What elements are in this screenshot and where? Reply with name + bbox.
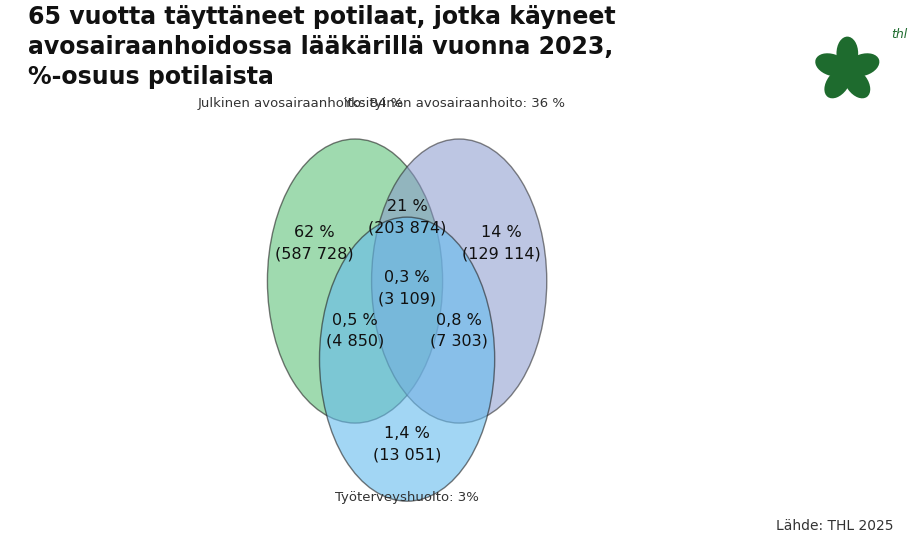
- Ellipse shape: [815, 53, 848, 76]
- Text: Julkinen avosairaanhoito: 84 %: Julkinen avosairaanhoito: 84 %: [197, 97, 403, 110]
- Ellipse shape: [371, 139, 547, 423]
- Text: 65 vuotta täyttäneet potilaat, jotka käyneet
avosairaanhoidossa lääkärillä vuonn: 65 vuotta täyttäneet potilaat, jotka käy…: [28, 5, 615, 89]
- Ellipse shape: [836, 37, 858, 70]
- Ellipse shape: [320, 217, 495, 501]
- Text: 14 %
(129 114): 14 % (129 114): [462, 225, 542, 261]
- Text: Yksityinen avosairaanhoito: 36 %: Yksityinen avosairaanhoito: 36 %: [344, 97, 565, 110]
- Text: 1,4 %
(13 051): 1,4 % (13 051): [373, 427, 441, 462]
- Text: 21 %
(203 874): 21 % (203 874): [367, 199, 447, 235]
- Text: 0,5 %
(4 850): 0,5 % (4 850): [326, 313, 384, 349]
- Text: Työterveyshuolto: 3%: Työterveyshuolto: 3%: [335, 491, 479, 505]
- Text: 62 %
(587 728): 62 % (587 728): [275, 225, 354, 261]
- Ellipse shape: [846, 53, 880, 76]
- Ellipse shape: [844, 68, 870, 98]
- Text: Lähde: THL 2025: Lähde: THL 2025: [775, 519, 893, 533]
- Text: thl: thl: [891, 28, 907, 41]
- Text: 0,8 %
(7 303): 0,8 % (7 303): [430, 313, 488, 349]
- Ellipse shape: [267, 139, 443, 423]
- Ellipse shape: [824, 68, 851, 98]
- Text: 0,3 %
(3 109): 0,3 % (3 109): [378, 270, 437, 306]
